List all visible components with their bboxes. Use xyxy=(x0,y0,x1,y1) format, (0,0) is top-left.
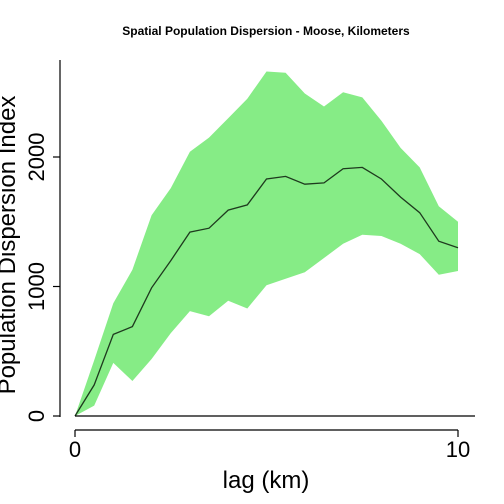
x-axis-label: lag (km) xyxy=(223,467,310,494)
y-axis-ticks: 0 1000 2000 xyxy=(24,133,60,422)
y-tick-label: 2000 xyxy=(24,133,49,182)
confidence-band xyxy=(75,71,458,416)
x-axis-ticks: 0 10 xyxy=(69,430,470,462)
y-tick-label: 1000 xyxy=(24,262,49,311)
x-tick-label: 10 xyxy=(446,437,470,462)
chart-title: Spatial Population Dispersion - Moose, K… xyxy=(122,24,410,38)
x-tick-label: 0 xyxy=(69,437,81,462)
y-tick-label: 0 xyxy=(24,410,49,422)
mean-series-line xyxy=(74,166,459,417)
y-axis-label: Population Dispersion Index xyxy=(0,96,21,395)
